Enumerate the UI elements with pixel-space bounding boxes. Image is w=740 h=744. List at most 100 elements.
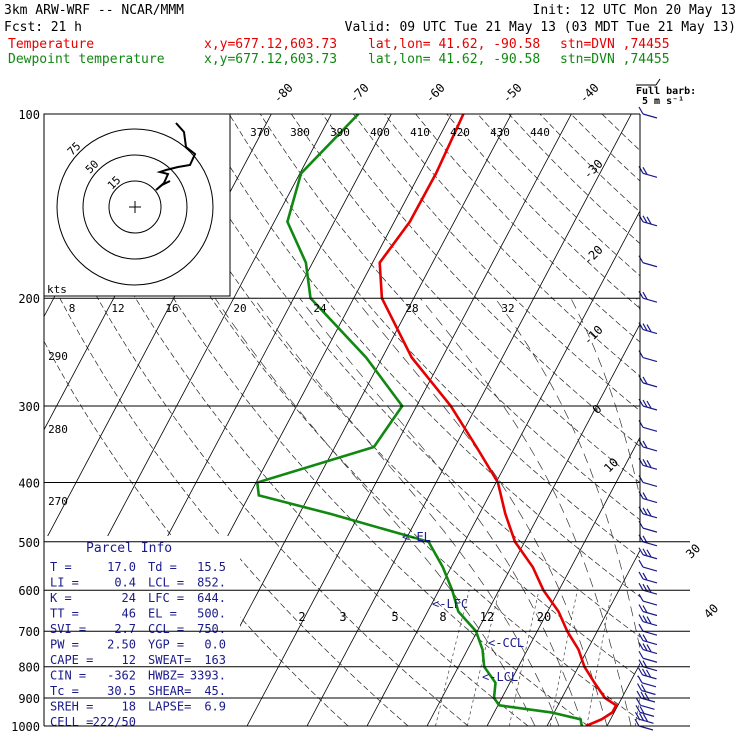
mixing-ratio-tick-label: 20 — [537, 610, 551, 624]
parcel-row-label: LAPSE= — [148, 700, 191, 714]
mixing-ratio-tick-label: 12 — [480, 610, 494, 624]
temperature-tick-label: 10 — [601, 455, 621, 475]
pressure-tick-label: 900 — [18, 692, 40, 706]
fcst-label: Fcst: — [4, 20, 43, 35]
wind-barb-staff — [641, 705, 655, 709]
pressure-tick-label: 100 — [18, 108, 40, 122]
wind-barb-feather — [639, 572, 643, 579]
temperature-tick-label: -10 — [581, 323, 606, 348]
theta-tick-label: 420 — [450, 126, 470, 139]
dew-stn: stn=DVN ,74455 — [560, 52, 670, 67]
dry-adiabat-line — [322, 114, 740, 726]
isotherm-line — [427, 114, 740, 726]
parcel-row-label: CAPE = — [50, 653, 93, 667]
temperature-tick-label: -40 — [577, 81, 602, 106]
wind-barb-feather — [637, 691, 641, 698]
wind-barb-staff — [643, 658, 657, 662]
model-title: 3km ARW-WRF -- NCAR/MMM — [4, 3, 184, 18]
mixing-ratio-tick-label: 3 — [339, 610, 346, 624]
parcel-row-value: -362 — [107, 669, 136, 683]
wind-barb-feather — [639, 583, 643, 590]
theta-tick-label: 440 — [530, 126, 550, 139]
temp-xy: x,y=677.12,603.73 — [204, 37, 337, 52]
wind-barb-feather — [639, 651, 643, 658]
temperature-profile-line — [380, 114, 617, 726]
dew-legend: Dewpoint temperature — [8, 52, 165, 67]
theta-side-tick-label: 280 — [48, 423, 68, 436]
parcel-row-value: 6.9 — [204, 700, 226, 714]
temp-latlon: lat,lon= 41.62, -90.58 — [368, 37, 540, 52]
wind-barb-staff — [642, 691, 656, 695]
parcel-row-value: 0.4 — [114, 576, 136, 590]
mixing-ratio-tick-label: 5 — [391, 610, 398, 624]
parcel-row-value: 12 — [122, 653, 136, 667]
wind-barb-staff — [643, 641, 657, 645]
moist-adiabat-line — [637, 298, 703, 726]
pressure-tick-label: 300 — [18, 400, 40, 414]
parcel-row-label: TT = — [50, 607, 79, 621]
wind-barb-staff — [643, 447, 657, 451]
isotherm-line — [727, 114, 740, 726]
parcel-row-label: EL = — [148, 607, 177, 621]
wind-barb-feather — [639, 560, 643, 567]
mixing-ratio-upper-tick: 24 — [313, 302, 327, 315]
parcel-row-value: 3393. — [190, 669, 226, 683]
parcel-row-label: SVI = — [50, 622, 86, 636]
wind-barb-feather — [636, 705, 640, 712]
mixing-ratio-upper-tick: 28 — [405, 302, 418, 315]
wind-barb-staff — [643, 499, 657, 503]
temperature-tick-label: -70 — [347, 81, 372, 106]
wind-barb-feather — [639, 668, 643, 675]
theta-tick-label: 380 — [290, 126, 310, 139]
parcel-row-label: CIN = — [50, 669, 86, 683]
level-annotation: <-LFC — [432, 597, 468, 611]
parcel-row-value: 0.0 — [204, 638, 226, 652]
theta-side-tick-label: 290 — [48, 350, 68, 363]
moist-adiabat-line — [690, 298, 727, 726]
level-annotation: <-CCL — [488, 636, 524, 650]
wind-barb-feather — [639, 615, 643, 622]
mixing-ratio-tick-label: 8 — [439, 610, 446, 624]
wind-barb-feather — [638, 676, 642, 683]
mixing-ratio-upper-tick: 8 — [69, 302, 76, 315]
pressure-tick-label: 400 — [18, 476, 40, 490]
wind-barb-staff — [643, 542, 657, 546]
parcel-row-label: YGP = — [148, 638, 184, 652]
level-annotation: <-EL — [402, 530, 431, 544]
parcel-row-label: LFC = — [148, 591, 184, 605]
parcel-row-value: 222/50 — [93, 715, 136, 729]
theta-tick-label: 370 — [250, 126, 270, 139]
moist-adiabat-line — [355, 298, 607, 726]
isotherm-line — [607, 114, 740, 726]
wind-barb-staff — [643, 114, 657, 118]
theta-tick-label: 430 — [490, 126, 510, 139]
dry-adiabat-line — [509, 114, 740, 726]
parcel-row-label: T = — [50, 560, 72, 574]
pressure-tick-label: 600 — [18, 584, 40, 598]
parcel-row-label: LCL = — [148, 576, 184, 590]
parcel-row-value: 46 — [122, 607, 136, 621]
parcel-row-value: 163 — [204, 653, 226, 667]
parcel-row-value: 15.5 — [197, 560, 226, 574]
dry-adiabat-line — [353, 114, 740, 726]
parcel-row-value: 17.0 — [107, 560, 136, 574]
wind-legend-barb-flag-icon — [656, 79, 660, 85]
mixing-ratio-line — [550, 590, 577, 726]
parcel-row-label: PW = — [50, 638, 79, 652]
moist-adiabat-line — [420, 298, 631, 726]
parcel-row-label: K = — [50, 591, 72, 605]
theta-tick-label: 410 — [410, 126, 430, 139]
parcel-row-value: 30.5 — [107, 684, 136, 698]
parcel-row-value: 750. — [197, 622, 226, 636]
parcel-row-value: 500. — [197, 607, 226, 621]
temp-stn: stn=DVN ,74455 — [560, 37, 670, 52]
temperature-tick-label: -50 — [500, 81, 525, 106]
wind-legend-value: 5 m s⁻¹ — [642, 96, 684, 107]
wind-barb-staff — [643, 631, 657, 635]
wind-barb-feather — [639, 605, 643, 612]
dry-adiabat-line — [416, 114, 740, 726]
wind-barb-feather — [639, 107, 643, 114]
theta-tick-label: 400 — [370, 126, 390, 139]
wind-barb-staff — [643, 612, 657, 616]
